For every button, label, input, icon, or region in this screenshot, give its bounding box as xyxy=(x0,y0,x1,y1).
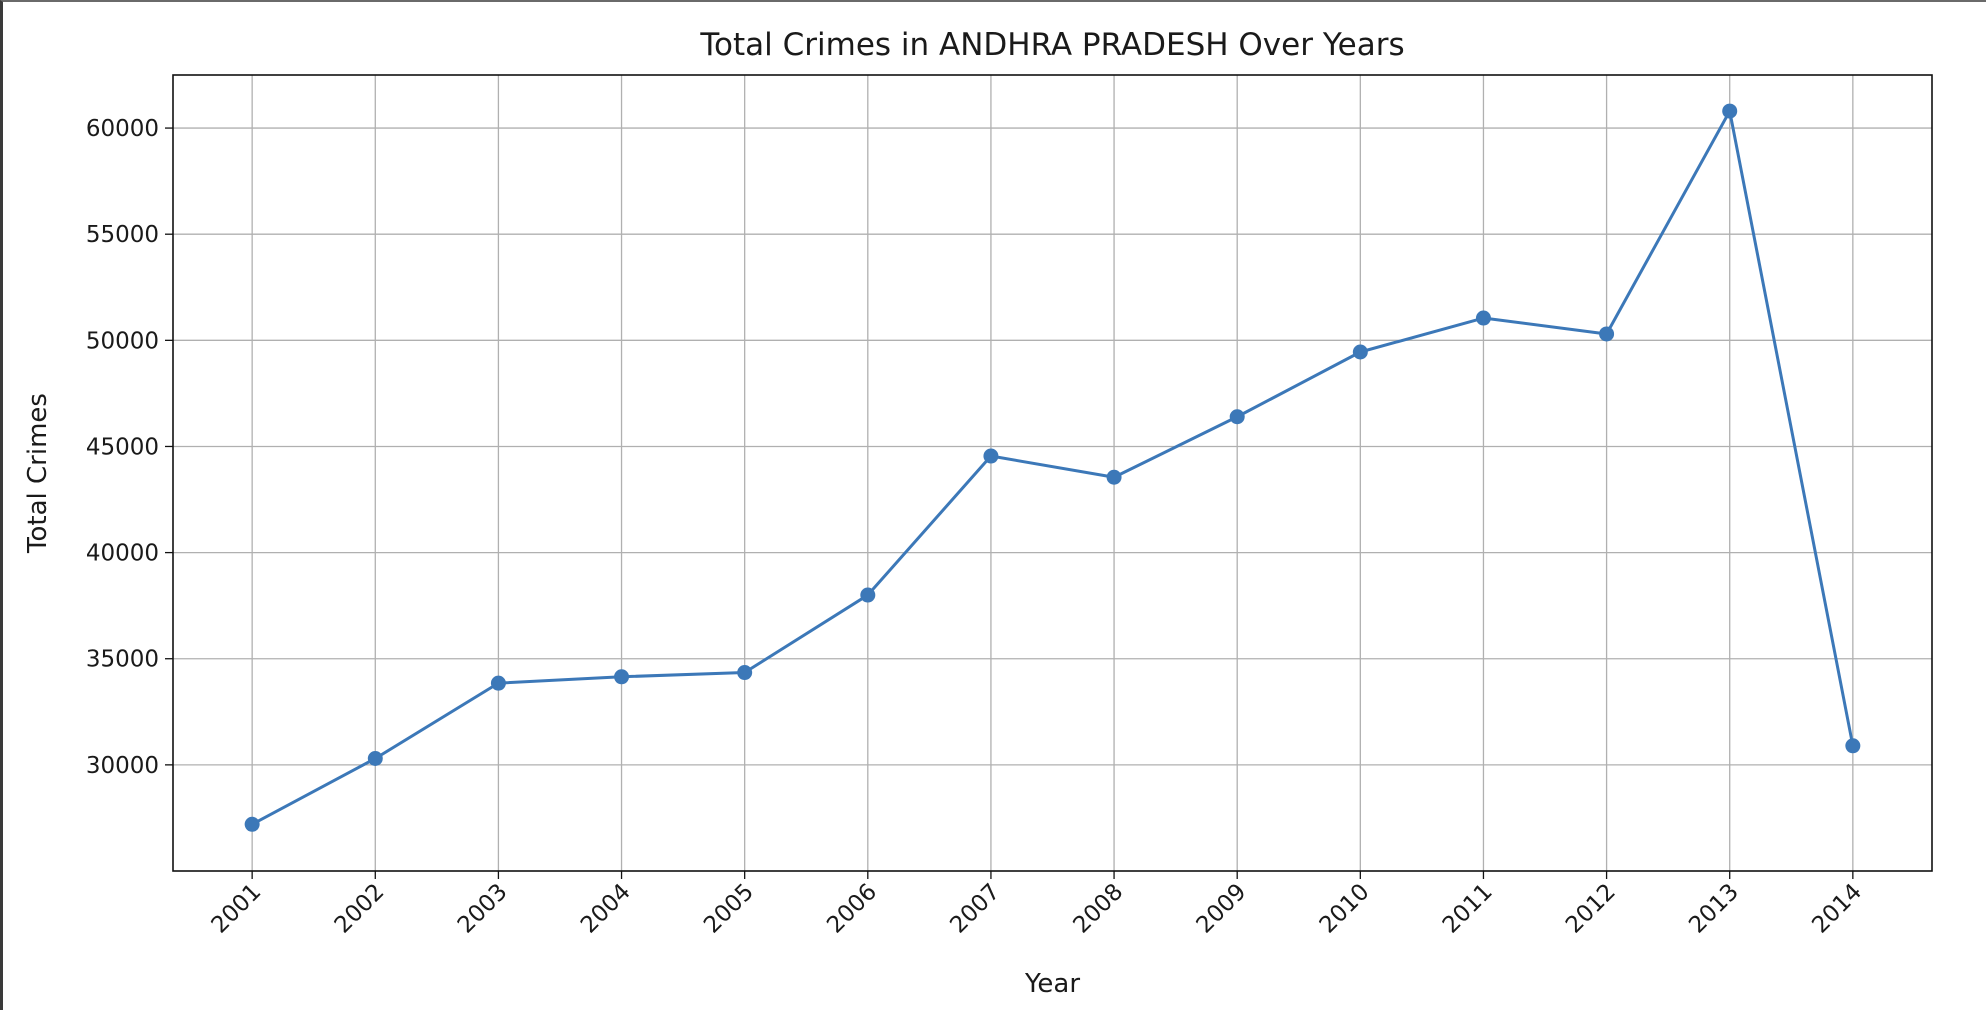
x-tick-label: 2008 xyxy=(1069,879,1129,939)
data-point xyxy=(1599,326,1615,342)
data-point xyxy=(614,669,630,685)
x-axis-label: Year xyxy=(1024,969,1080,999)
y-axis-label: Total Crimes xyxy=(23,393,53,554)
x-tick-label: 2013 xyxy=(1684,879,1744,939)
x-tick-label: 2005 xyxy=(699,879,759,939)
grid-lines xyxy=(173,75,1932,871)
data-point xyxy=(860,587,876,603)
plot-area xyxy=(172,74,1933,872)
x-tick-label: 2004 xyxy=(576,879,636,939)
x-tick-label: 2007 xyxy=(945,879,1005,939)
line-chart: Total Crimes in ANDHRA PRADESH Over Year… xyxy=(23,27,1933,999)
series-layer xyxy=(244,103,1861,832)
y-tick-label: 40000 xyxy=(86,541,159,567)
data-point xyxy=(737,665,753,681)
series-line xyxy=(251,109,1855,826)
chart-title: Total Crimes in ANDHRA PRADESH Over Year… xyxy=(699,27,1404,63)
x-tick-label: 2012 xyxy=(1561,879,1621,939)
data-point xyxy=(1106,469,1122,485)
data-point xyxy=(367,750,383,766)
y-tick-label: 50000 xyxy=(86,328,159,354)
x-tick-label: 2001 xyxy=(207,879,267,939)
x-tick-label: 2010 xyxy=(1315,879,1375,939)
y-tick-label: 45000 xyxy=(86,434,159,460)
y-tick-label: 55000 xyxy=(86,222,159,248)
data-point xyxy=(490,675,506,691)
x-tick-label: 2011 xyxy=(1438,879,1498,939)
x-tick-label: 2009 xyxy=(1192,879,1252,939)
data-point xyxy=(1722,103,1738,119)
data-point xyxy=(1229,409,1245,425)
data-point xyxy=(244,816,260,832)
x-tick-label: 2006 xyxy=(822,879,882,939)
x-tick-label: 2002 xyxy=(330,879,390,939)
data-point xyxy=(1475,310,1491,326)
y-tick-label: 30000 xyxy=(86,753,159,779)
axis-ticks: 2001 2002 2003 2004 2005 2006 2007 2008 2009 2010… xyxy=(86,116,1867,939)
x-tick-label: 2014 xyxy=(1807,879,1867,939)
y-tick-label: 60000 xyxy=(86,116,159,142)
data-point xyxy=(1845,738,1861,754)
data-point xyxy=(1352,344,1368,360)
x-tick-label: 2003 xyxy=(453,879,513,939)
y-tick-label: 35000 xyxy=(86,647,159,673)
data-point xyxy=(983,448,999,464)
